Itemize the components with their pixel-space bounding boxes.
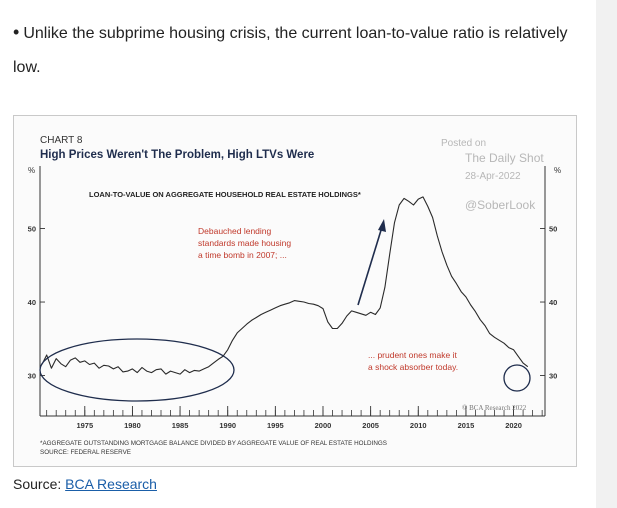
- x-tick-label: 2020: [505, 421, 522, 430]
- chart-axes: 1975 1980 1985 1990 1995 2000 2005 2010 2015 2020…: [28, 166, 557, 430]
- watermark-posted: Posted on: [441, 138, 486, 149]
- x-tick-label: 1980: [124, 421, 141, 430]
- y-tick-label-left: 30: [28, 372, 36, 381]
- bca-credit: © BCA Research 2022: [462, 404, 527, 412]
- chart-svg: CHART 8 High Prices Weren't The Problem,…: [28, 135, 561, 456]
- series-layer: [41, 196, 529, 375]
- x-tick-label: 2015: [458, 421, 475, 430]
- bullet-text: • Unlike the subprime housing crisis, the…: [13, 23, 568, 42]
- x-tick-label: 2000: [315, 421, 332, 430]
- x-tick-label: 1995: [267, 421, 284, 430]
- watermark-handle: @SoberLook: [465, 198, 536, 212]
- source-link[interactable]: BCA Research: [65, 476, 157, 492]
- highlight-circle-right: [503, 364, 531, 392]
- chart-footnote: *AGGREGATE OUTSTANDING MORTGAGE BALANCE …: [40, 440, 387, 447]
- x-tick-label: 1990: [219, 421, 236, 430]
- x-tick-label: 1985: [172, 421, 189, 430]
- bullet-text-content: Unlike the subprime housing crisis, the …: [23, 25, 568, 42]
- page-scrollbar-track[interactable]: [596, 0, 617, 508]
- series-label: LOAN-TO-VALUE ON AGGREGATE HOUSEHOLD REA…: [89, 190, 361, 199]
- chart-source: SOURCE: FEDERAL RESERVE: [40, 449, 131, 456]
- ltv-series-line: [41, 196, 529, 375]
- source-label: Source:: [13, 476, 62, 492]
- bullet-icon: •: [13, 22, 20, 42]
- chart-label: CHART 8: [40, 135, 83, 146]
- chart-title: High Prices Weren't The Problem, High LT…: [40, 149, 314, 161]
- annotation-right-line-1: ... prudent ones make it: [368, 350, 457, 360]
- watermark: Posted on The Daily Shot 28-Apr-2022 @So…: [441, 138, 544, 212]
- y-tick-label-right: 50: [549, 225, 557, 234]
- watermark-date: 28-Apr-2022: [465, 171, 521, 182]
- x-tick-label: 2005: [362, 421, 379, 430]
- source-line: Source: BCA Research: [13, 476, 157, 492]
- annotation-left: Debauched lending standards made housing…: [198, 226, 291, 260]
- annotation-left-line-2: standards made housing: [198, 238, 291, 248]
- annotation-right: ... prudent ones make it a shock absorbe…: [368, 350, 458, 372]
- highlight-ellipse-left: [39, 338, 235, 402]
- up-arrow: [357, 226, 383, 306]
- y-tick-label-right: 40: [549, 298, 557, 307]
- annotation-right-line-2: a shock absorber today.: [368, 362, 458, 372]
- y-tick-label-left: 50: [28, 225, 36, 234]
- chart-figure: CHART 8 High Prices Weren't The Problem,…: [13, 115, 577, 467]
- up-arrow-head: [378, 219, 386, 232]
- annotation-left-line-1: Debauched lending: [198, 226, 272, 236]
- y-tick-label-right: 30: [549, 372, 557, 381]
- y-unit-right: %: [554, 166, 561, 175]
- x-tick-label: 1975: [76, 421, 93, 430]
- annotation-left-line-3: a time bomb in 2007; ...: [198, 250, 287, 260]
- watermark-site: The Daily Shot: [465, 151, 544, 165]
- y-unit-left: %: [28, 166, 35, 175]
- y-tick-label-left: 40: [28, 298, 36, 307]
- x-tick-label: 2010: [410, 421, 427, 430]
- bullet-text-continued: low.: [13, 59, 41, 76]
